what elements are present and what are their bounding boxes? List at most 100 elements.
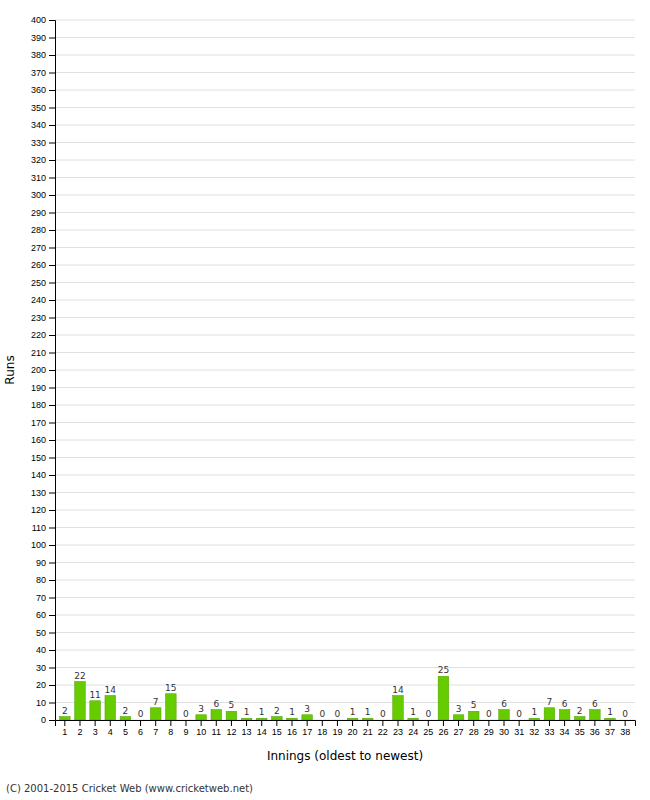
chart: 2221114207150365112130011014102535060176… [0,0,650,800]
tick-mark [49,125,55,126]
grid-line [55,212,635,213]
bar [620,720,631,721]
tick-mark [276,720,277,726]
tick-mark [49,370,55,371]
tick: 120 [31,505,55,515]
tick: 37 [605,720,615,737]
tick-label: 31 [514,727,524,737]
tick-mark [49,650,55,651]
bar [226,711,237,720]
tick-label: 370 [31,68,46,78]
grid-line [55,492,635,493]
tick-mark [352,720,353,726]
tick: 260 [31,260,55,270]
data-label: 3 [456,704,462,714]
tick: 50 [36,628,55,638]
tick-mark [49,633,55,634]
tick-mark [367,720,368,726]
tick-mark [49,230,55,231]
bar [287,718,298,720]
data-label: 1 [410,707,416,717]
tick: 5 [123,720,128,737]
tick: 250 [31,278,55,288]
tick: 190 [31,383,55,393]
tick: 100 [31,540,55,550]
tick-label: 12 [226,727,236,737]
grid-line [55,580,635,581]
tick-label: 380 [31,50,46,60]
tick-mark [49,300,55,301]
tick-mark [49,38,55,39]
grid-line [55,632,635,633]
grid-line [55,142,635,143]
data-label: 6 [592,699,598,709]
grid-line [55,72,635,73]
tick-mark [140,720,141,726]
data-label: 22 [74,671,85,681]
tick-label: 6 [138,727,143,737]
data-label: 0 [183,709,189,719]
tick-mark [261,720,262,726]
data-label: 6 [213,699,219,709]
data-label: 0 [486,709,492,719]
tick: 280 [31,225,55,235]
tick-label: 35 [575,727,585,737]
tick-label: 280 [31,225,46,235]
tick-mark [49,528,55,529]
grid-line [55,247,635,248]
data-label: 1 [531,707,537,717]
tick-label: 310 [31,173,46,183]
tick-label: 26 [438,727,448,737]
bar [302,715,313,720]
data-label: 2 [577,706,583,716]
data-label: 25 [438,665,449,675]
tick-label: 160 [31,435,46,445]
data-label: 1 [365,707,371,717]
grid-line [55,422,635,423]
data-label: 7 [547,697,553,707]
tick-label: 340 [31,120,46,130]
tick-mark [534,720,535,726]
tick: 390 [31,33,55,43]
tick-label: 300 [31,190,46,200]
grid-line [55,545,635,546]
tick: 14 [257,720,267,737]
tick-label: 19 [332,727,342,737]
data-label: 1 [289,707,295,717]
tick-mark [49,475,55,476]
tick-label: 90 [36,558,46,568]
tick: 300 [31,190,55,200]
grid-line [55,195,635,196]
tick-mark [49,248,55,249]
tick-label: 220 [31,330,46,340]
tick-label: 7 [153,727,158,737]
grid-line [55,597,635,598]
tick-mark [49,108,55,109]
tick-mark [337,720,338,726]
tick-label: 70 [36,593,46,603]
grid-line [55,37,635,38]
data-label: 3 [304,704,310,714]
tick-mark [307,720,308,726]
grid-line [55,387,635,388]
tick-mark [49,283,55,284]
grid-line [55,20,635,21]
grid-line [55,667,635,668]
grid-line [55,510,635,511]
x-axis-title: Innings (oldest to newest) [267,749,423,763]
tick: 60 [36,610,55,620]
tick-label: 30 [499,727,509,737]
data-label: 15 [165,683,176,693]
tick-label: 100 [31,540,46,550]
tick: 12 [226,720,236,737]
tick: 200 [31,365,55,375]
data-label: 0 [622,709,628,719]
tick: 31 [514,720,524,737]
data-label: 5 [229,700,235,710]
tick: 180 [31,400,55,410]
tick-mark [49,545,55,546]
data-label: 5 [471,700,477,710]
bar [590,710,601,721]
tick-mark [610,720,611,726]
tick-label: 14 [257,727,267,737]
